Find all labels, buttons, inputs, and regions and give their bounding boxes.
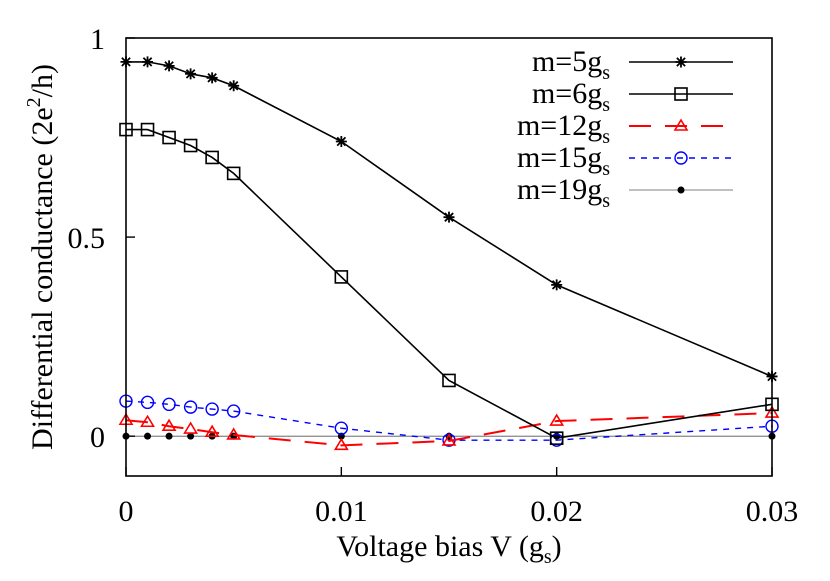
triangle-marker-icon <box>161 418 177 432</box>
x-tick-label: 0 <box>119 495 134 528</box>
y-tick-label: 1 <box>90 23 105 56</box>
triangle-marker-icon <box>140 414 155 428</box>
circle-marker-icon <box>205 402 219 416</box>
star-marker-icon <box>551 279 563 291</box>
series-line <box>125 400 773 441</box>
circle-marker-icon <box>674 151 688 165</box>
dot-marker-icon <box>165 432 173 440</box>
dot-marker-icon <box>677 186 685 194</box>
square-marker-icon <box>334 270 349 284</box>
star-marker-icon <box>206 72 218 84</box>
legend-label: m=6gs <box>532 77 610 116</box>
legend-label: m=12gs <box>517 109 610 148</box>
triangle-marker-icon <box>333 437 349 451</box>
x-axis-label: Voltage bias V (gs) <box>336 530 561 568</box>
dot-marker-icon <box>144 432 152 440</box>
triangle-marker-icon <box>226 427 242 440</box>
circle-marker-icon <box>162 397 176 412</box>
series-line <box>126 128 773 440</box>
triangle-marker-icon <box>549 413 565 426</box>
legend-item: m=19gs <box>517 173 733 212</box>
x-tick-label: 0.02 <box>530 495 583 528</box>
triangle-marker-icon <box>183 421 199 434</box>
star-marker-icon <box>443 211 455 223</box>
legend-label: m=5gs <box>532 45 610 84</box>
triangle-marker-icon <box>204 424 220 437</box>
square-marker-icon <box>140 122 155 137</box>
legend-item: m=6gs <box>532 77 733 116</box>
circle-marker-icon <box>183 400 198 414</box>
y-tick-label: 0 <box>90 421 105 454</box>
series-layer <box>118 56 780 451</box>
series-line <box>126 61 773 378</box>
square-marker-icon <box>226 166 241 181</box>
legend-item: m=5gs <box>532 45 733 84</box>
star-marker-icon <box>163 60 175 72</box>
triangle-marker-icon <box>673 118 689 131</box>
square-marker-icon <box>442 373 456 388</box>
legend-item: m=12gs <box>517 109 733 148</box>
square-marker-icon <box>183 138 198 153</box>
y-axis-label: Differential conductance (2e2/h) <box>23 64 59 450</box>
x-tick-label: 0.03 <box>746 495 799 528</box>
circle-marker-icon <box>140 395 155 410</box>
triangle-marker-icon <box>441 433 457 446</box>
square-marker-icon <box>674 87 688 101</box>
axis-ticks: 0 0.01 0.02 0.03 0 0.5 1 <box>68 23 799 528</box>
series-m-6g-s <box>119 122 779 445</box>
legend-label: m=19gs <box>517 173 610 212</box>
square-marker-icon <box>162 130 176 145</box>
square-marker-icon <box>205 150 219 165</box>
series-m-12g-s <box>118 405 780 451</box>
x-tick-label: 0.01 <box>315 495 368 528</box>
dot-marker-icon <box>187 432 195 440</box>
star-marker-icon <box>142 56 154 68</box>
circle-marker-icon <box>226 404 241 418</box>
series-m-5g-s <box>120 56 778 382</box>
star-marker-icon <box>185 68 197 80</box>
star-marker-icon <box>335 136 347 148</box>
square-marker-icon <box>549 431 564 445</box>
series-line <box>125 412 773 447</box>
star-marker-icon <box>228 80 240 92</box>
circle-marker-icon <box>334 421 349 435</box>
star-marker-icon <box>675 56 687 68</box>
y-tick-label: 0.5 <box>68 222 106 255</box>
legend-label: m=15gs <box>517 141 610 180</box>
plot-frame <box>125 37 773 477</box>
legend-item: m=15gs <box>517 141 733 180</box>
